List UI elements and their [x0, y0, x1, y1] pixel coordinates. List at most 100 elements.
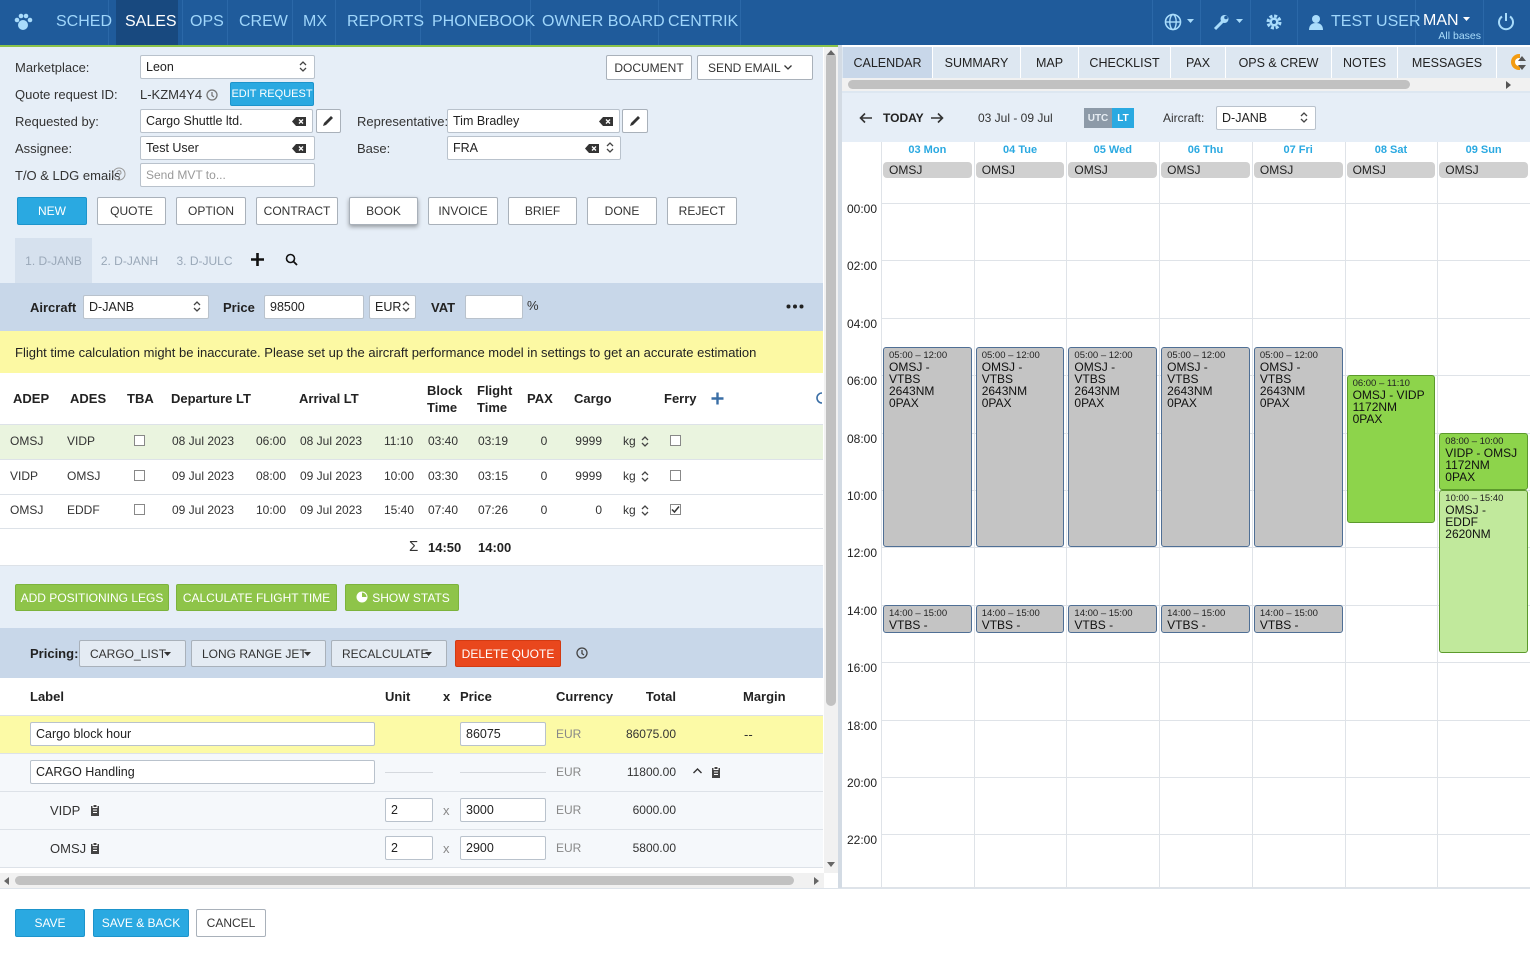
- event-text: 2643NM: [889, 383, 935, 398]
- event[interactable]: 05:00 – 12:00 OMSJ - VTBS 2643NM 0PAX: [1068, 346, 1158, 548]
- footer-button[interactable]: CANCEL: [196, 909, 266, 937]
- input[interactable]: Tim Bradley: [447, 109, 620, 133]
- power-icon[interactable]: [1497, 12, 1515, 31]
- select[interactable]: EUR: [369, 295, 416, 319]
- status-button[interactable]: INVOICE: [428, 197, 498, 225]
- settings-icon[interactable]: [1265, 13, 1283, 31]
- status-button[interactable]: QUOTE: [97, 197, 166, 225]
- event[interactable]: 05:00 – 12:00 OMSJ - VTBS 2643NM 0PAX: [975, 346, 1065, 548]
- button[interactable]: EDIT REQUEST: [230, 82, 314, 106]
- calendar-tab[interactable]: CHECKLIST: [1079, 47, 1171, 78]
- status-button[interactable]: BOOK: [349, 197, 418, 225]
- action-button[interactable]: ADD POSITIONING LEGS: [15, 584, 169, 611]
- logo[interactable]: [13, 12, 33, 32]
- select[interactable]: D-JANB: [1216, 106, 1316, 130]
- icon-part: [298, 119, 304, 124]
- globe-icon[interactable]: [1164, 13, 1182, 31]
- pricing-button[interactable]: LONG RANGE JET: [191, 640, 326, 667]
- status-button[interactable]: OPTION: [176, 197, 246, 225]
- event[interactable]: 08:00 – 10:00 VIDP - OMSJ 1172NM 0PAX: [1439, 432, 1528, 490]
- tba-checkbox[interactable]: [134, 504, 145, 515]
- collapse-icon[interactable]: [693, 768, 702, 774]
- aircraft-tab[interactable]: 1. D-JANB: [25, 253, 82, 268]
- calendar-tab[interactable]: MESSAGES: [1398, 47, 1497, 78]
- price-input[interactable]: 2900: [460, 836, 546, 860]
- aircraft-tab[interactable]: 2. D-JANH: [100, 253, 159, 268]
- status-button[interactable]: BRIEF: [508, 197, 577, 225]
- pricing-button[interactable]: RECALCULATE: [331, 640, 447, 667]
- calendar-tab[interactable]: NOTES: [1332, 47, 1398, 78]
- nav-item[interactable]: MX: [303, 13, 327, 30]
- calendar-tab[interactable]: CALENDAR: [843, 47, 933, 78]
- user-name[interactable]: TEST USER: [1331, 13, 1421, 30]
- input[interactable]: Send MVT to...: [140, 163, 315, 187]
- button[interactable]: DOCUMENT: [606, 55, 692, 80]
- pricing-button[interactable]: DELETE QUOTE: [455, 640, 561, 667]
- tba-checkbox[interactable]: [134, 435, 145, 446]
- tz-toggle[interactable]: UTC: [1084, 108, 1112, 128]
- next-icon[interactable]: [930, 112, 944, 124]
- event[interactable]: 10:00 – 15:40 OMSJ - EDDF 2620NM: [1439, 490, 1528, 653]
- unit-input[interactable]: 2: [385, 836, 433, 860]
- label-input[interactable]: CARGO Handling: [30, 760, 375, 784]
- tba-checkbox[interactable]: [134, 470, 145, 481]
- nav-item[interactable]: REPORTS: [347, 13, 425, 30]
- more-icon[interactable]: [786, 304, 804, 309]
- nav-item[interactable]: PHONEBOOK: [432, 13, 536, 30]
- nav-item[interactable]: CREW: [239, 13, 288, 30]
- prev-icon[interactable]: [859, 112, 873, 124]
- calendar-tab[interactable]: MAP: [1021, 47, 1079, 78]
- ferry-checkbox[interactable]: [670, 504, 681, 515]
- event[interactable]: 05:00 – 12:00 OMSJ - VTBS 2643NM 0PAX: [883, 346, 972, 548]
- unit-input[interactable]: 2: [385, 798, 433, 822]
- calendar-tab[interactable]: OPS & CREW: [1226, 47, 1332, 78]
- price-input[interactable]: 86075: [460, 722, 546, 746]
- clipboard-icon[interactable]: [90, 804, 100, 816]
- history-icon[interactable]: [575, 646, 589, 660]
- nav-item[interactable]: SALES: [125, 13, 177, 30]
- base[interactable]: MAN: [1423, 12, 1459, 29]
- add-leg-icon[interactable]: [711, 392, 724, 405]
- button[interactable]: SEND EMAIL: [697, 55, 813, 80]
- aircraft-tab[interactable]: 3. D-JULC: [176, 253, 233, 268]
- ferry-checkbox[interactable]: [670, 435, 681, 446]
- nav-item[interactable]: OWNER BOARD: [542, 13, 665, 30]
- input[interactable]: [465, 295, 523, 319]
- status-button[interactable]: REJECT: [667, 197, 737, 225]
- nav-item[interactable]: OPS: [190, 13, 224, 30]
- today-button[interactable]: TODAY: [883, 111, 924, 125]
- input[interactable]: Test User: [140, 136, 315, 160]
- clipboard-icon[interactable]: [90, 842, 100, 854]
- nav-item[interactable]: SCHED: [56, 13, 113, 30]
- select[interactable]: D-JANB: [83, 295, 209, 319]
- footer-button[interactable]: SAVE & BACK: [93, 909, 189, 937]
- tz-toggle[interactable]: LT: [1112, 108, 1134, 128]
- ferry-checkbox[interactable]: [670, 470, 681, 481]
- footer-button[interactable]: SAVE: [15, 909, 85, 937]
- refresh-icon[interactable]: [815, 391, 823, 405]
- search-icon[interactable]: [285, 253, 298, 266]
- event[interactable]: 05:00 – 12:00 OMSJ - VTBS 2643NM 0PAX: [1253, 346, 1343, 548]
- select[interactable]: Leon: [140, 55, 315, 79]
- add-icon[interactable]: [250, 252, 265, 267]
- nav-item[interactable]: CENTRIK: [668, 13, 739, 30]
- status-button[interactable]: DONE: [587, 197, 657, 225]
- status-button[interactable]: CONTRACT: [256, 197, 338, 225]
- event[interactable]: 06:00 – 11:10 OMSJ - VIDP 1172NM 0PAX: [1346, 375, 1436, 524]
- clipboard-icon[interactable]: [711, 766, 721, 778]
- action-button[interactable]: CALCULATE FLIGHT TIME: [176, 584, 337, 611]
- input[interactable]: Cargo Shuttle ltd.: [140, 109, 313, 133]
- price-input[interactable]: 3000: [460, 798, 546, 822]
- label-input[interactable]: Cargo block hour: [30, 722, 375, 746]
- status-button[interactable]: NEW: [17, 197, 87, 225]
- calendar-tab[interactable]: PAX: [1171, 47, 1226, 78]
- tools-icon[interactable]: [1212, 13, 1230, 31]
- calendar-tab[interactable]: SUMMARY: [933, 47, 1021, 78]
- event[interactable]: 05:00 – 12:00 OMSJ - VTBS 2643NM 0PAX: [1161, 346, 1250, 548]
- input[interactable]: 98500: [264, 295, 364, 319]
